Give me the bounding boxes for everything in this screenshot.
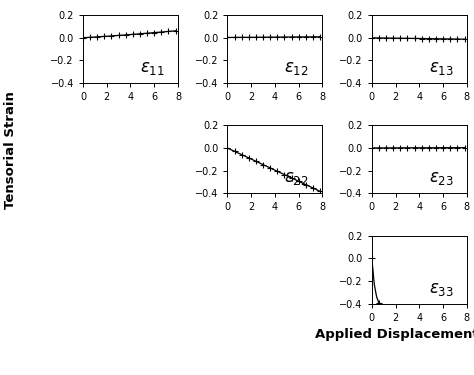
Text: $\varepsilon_{\mathit{12}}$: $\varepsilon_{\mathit{12}}$: [284, 59, 309, 77]
Text: $\varepsilon_{\mathit{33}}$: $\varepsilon_{\mathit{33}}$: [429, 280, 454, 298]
Text: $\varepsilon_{\mathit{22}}$: $\varepsilon_{\mathit{22}}$: [284, 170, 309, 188]
Text: $\varepsilon_{\mathit{23}}$: $\varepsilon_{\mathit{23}}$: [429, 170, 454, 188]
Text: Tensorial Strain: Tensorial Strain: [4, 91, 17, 209]
X-axis label: Applied Displacement (mm): Applied Displacement (mm): [315, 328, 474, 341]
Text: $\varepsilon_{\mathit{11}}$: $\varepsilon_{\mathit{11}}$: [140, 59, 165, 77]
Text: $\varepsilon_{\mathit{13}}$: $\varepsilon_{\mathit{13}}$: [429, 59, 454, 77]
